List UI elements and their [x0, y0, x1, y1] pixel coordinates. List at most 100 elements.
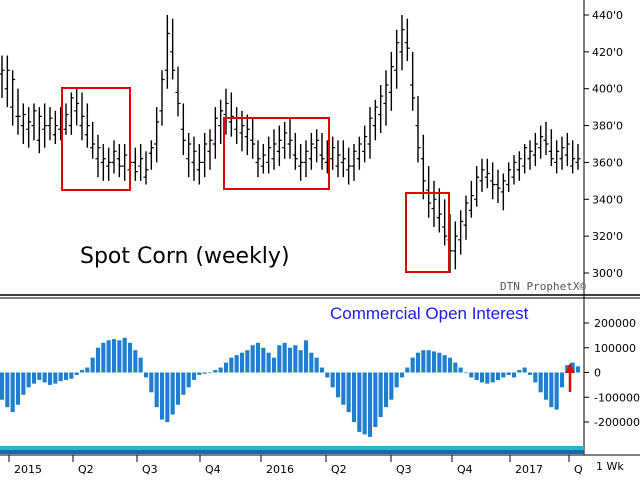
oi-bar — [501, 372, 506, 378]
oi-bar — [90, 357, 95, 373]
oi-bar — [309, 352, 314, 373]
x-tick-label: 2015 — [14, 463, 42, 476]
oi-bar — [293, 345, 298, 373]
oi-bar — [346, 372, 351, 413]
oi-bar — [117, 340, 122, 373]
highlight-box — [61, 87, 131, 191]
oi-bar — [415, 352, 421, 373]
oi-bar — [58, 372, 63, 382]
price-y-tick-label: 300'0 — [592, 267, 623, 280]
oi-bar — [287, 347, 293, 373]
oi-bar — [506, 372, 511, 375]
oi-y-tick-label: 100000 — [594, 342, 636, 355]
annotation-arrow-head — [565, 363, 575, 373]
oi-bar — [245, 350, 250, 373]
oi-bar — [122, 337, 127, 373]
oi-bar — [527, 372, 533, 375]
oi-bar — [154, 372, 159, 408]
highlight-box — [223, 117, 330, 190]
oi-bar — [218, 367, 223, 373]
oi-bar — [479, 372, 485, 383]
oi-y-tick-label: -100000 — [594, 391, 640, 404]
oi-y-tick-label: -200000 — [594, 416, 640, 429]
oi-bar — [378, 372, 383, 418]
oi-bar — [127, 342, 133, 373]
price-y-tick-label: 340'0 — [592, 193, 623, 206]
oi-bar — [181, 372, 186, 395]
oi-bar — [522, 367, 527, 373]
oi-bar — [213, 370, 218, 373]
oi-bar — [74, 372, 79, 375]
oi-bar — [250, 345, 255, 373]
oi-bar — [10, 372, 15, 413]
interval-label: 1 Wk — [596, 460, 624, 473]
oi-bar — [239, 352, 245, 373]
oi-bar — [533, 372, 538, 383]
oi-bar — [575, 366, 581, 373]
oi-bar — [5, 372, 10, 408]
x-tick-label: 2017 — [515, 463, 543, 476]
oi-bar — [373, 372, 378, 427]
oi-bar — [0, 372, 5, 400]
oi-bar — [341, 372, 346, 405]
oi-bar — [234, 355, 239, 373]
oi-bar — [31, 372, 37, 384]
oi-bar — [101, 342, 106, 373]
oi-bar — [149, 372, 154, 393]
oi-bar — [485, 372, 490, 384]
oi-bar — [431, 351, 437, 373]
x-tick-label: Q2 — [78, 463, 94, 476]
oi-bar — [383, 372, 389, 408]
oi-bar — [362, 372, 367, 435]
oi-bar — [437, 352, 442, 373]
oi-bar — [559, 372, 565, 388]
oi-bar — [277, 345, 282, 373]
oi-bar — [314, 357, 319, 373]
oi-bar — [79, 370, 85, 373]
oi-bar — [106, 340, 111, 373]
highlight-box — [405, 192, 450, 273]
oi-bar — [511, 372, 517, 378]
oi-bar — [170, 372, 175, 415]
oi-bar — [421, 350, 426, 373]
oi-bar — [325, 372, 330, 378]
oi-bar — [357, 372, 362, 432]
price-y-tick-label: 380'0 — [592, 120, 623, 133]
oi-bar — [143, 372, 149, 378]
oi-bar — [15, 372, 21, 405]
oi-bar — [469, 372, 474, 378]
oi-bar — [159, 372, 165, 420]
oi-bar — [282, 342, 287, 373]
oi-bar — [53, 372, 58, 384]
oi-bar — [405, 367, 410, 373]
time-strip-bottom — [0, 450, 584, 454]
oi-bar — [63, 372, 69, 380]
oi-bar — [367, 372, 373, 437]
oi-bar — [351, 372, 357, 422]
oi-bar — [538, 372, 543, 393]
x-tick-label: Q4 — [457, 463, 473, 476]
oi-bar — [554, 372, 559, 410]
oi-bar — [271, 357, 277, 373]
price-y-tick-label: 440'0 — [592, 9, 623, 22]
oi-bar — [543, 372, 549, 400]
oi-bar — [517, 370, 522, 373]
oi-bar — [303, 340, 309, 373]
oi-bar — [207, 372, 213, 374]
oi-bar — [138, 357, 143, 373]
price-y-tick-label: 400'0 — [592, 83, 623, 96]
oi-bar — [319, 367, 325, 373]
oi-bar — [47, 372, 53, 385]
oi-y-tick-label: 200000 — [594, 317, 636, 330]
oi-bar — [266, 352, 271, 373]
x-tick-label: Q — [574, 463, 583, 476]
oi-bar — [453, 362, 458, 373]
oi-bar — [85, 367, 90, 373]
oi-bar — [426, 350, 431, 373]
oi-bar — [410, 357, 415, 373]
oi-bar — [21, 372, 26, 395]
oi-chart-title: Commercial Open Interest — [330, 304, 529, 323]
oi-bar — [69, 372, 74, 379]
